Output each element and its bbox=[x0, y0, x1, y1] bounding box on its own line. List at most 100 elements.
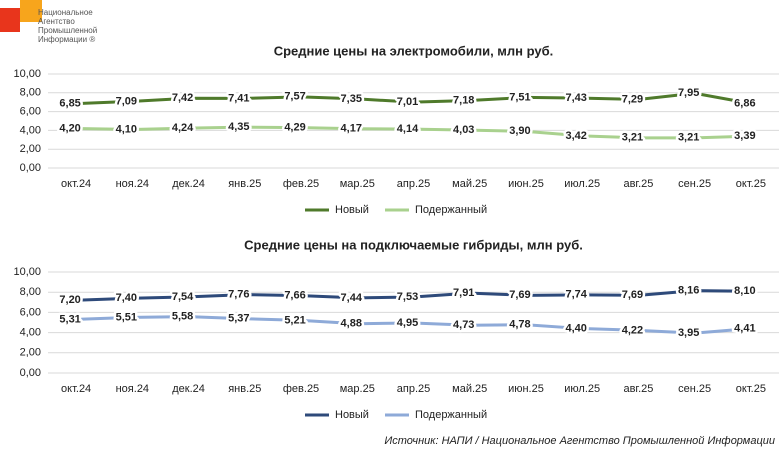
logo-abbr: НАПИ bbox=[2, 3, 19, 9]
data-label: 3,21 bbox=[622, 132, 643, 144]
data-label: 7,69 bbox=[622, 289, 643, 301]
data-label: 5,31 bbox=[59, 313, 80, 325]
data-label: 3,95 bbox=[678, 327, 699, 339]
logo-text: Национальное bbox=[38, 8, 93, 17]
data-label: 7,42 bbox=[172, 92, 193, 104]
data-label: 4,03 bbox=[453, 124, 474, 136]
x-tick-label: окт.25 bbox=[736, 178, 766, 190]
x-tick-label: май.25 bbox=[452, 383, 487, 395]
data-label: 7,51 bbox=[509, 91, 530, 103]
y-tick-label: 8,00 bbox=[20, 87, 41, 99]
x-tick-label: мар.25 bbox=[340, 178, 375, 190]
x-tick-label: ноя.24 bbox=[116, 178, 149, 190]
series-line bbox=[76, 289, 751, 302]
x-tick-label: мар.25 bbox=[340, 383, 375, 395]
data-label: 5,21 bbox=[284, 314, 305, 326]
data-label: 3,90 bbox=[509, 125, 530, 137]
data-label: 4,95 bbox=[397, 317, 418, 329]
data-label: 3,21 bbox=[678, 132, 699, 144]
x-tick-label: апр.25 bbox=[397, 178, 430, 190]
x-tick-label: авг.25 bbox=[623, 383, 653, 395]
x-tick-label: апр.25 bbox=[397, 383, 430, 395]
logo-text: Информации ® bbox=[38, 35, 95, 44]
y-tick-label: 2,00 bbox=[20, 143, 41, 155]
data-label: 7,41 bbox=[228, 92, 249, 104]
x-tick-label: июл.25 bbox=[564, 178, 600, 190]
x-tick-label: сен.25 bbox=[678, 178, 711, 190]
x-tick-label: фев.25 bbox=[283, 178, 319, 190]
x-tick-label: май.25 bbox=[452, 178, 487, 190]
x-tick-label: сен.25 bbox=[678, 383, 711, 395]
data-label: 4,10 bbox=[116, 123, 137, 135]
data-label: 7,66 bbox=[284, 290, 305, 302]
data-label: 7,57 bbox=[284, 91, 305, 103]
data-label: 7,20 bbox=[59, 294, 80, 306]
logo-block bbox=[20, 0, 42, 22]
y-tick-label: 6,00 bbox=[20, 306, 41, 318]
legend-label: Новый bbox=[335, 409, 369, 421]
data-label: 6,86 bbox=[734, 97, 755, 109]
series-line bbox=[76, 91, 752, 106]
legend-label: Подержанный bbox=[415, 204, 487, 216]
data-label: 6,85 bbox=[59, 98, 80, 110]
data-label: 4,35 bbox=[228, 121, 249, 133]
source: Источник: НАПИ / Национальное Агентство … bbox=[384, 435, 775, 447]
x-tick-label: авг.25 bbox=[623, 178, 653, 190]
data-label: 4,24 bbox=[172, 122, 194, 134]
y-tick-label: 8,00 bbox=[20, 286, 41, 298]
x-tick-label: июн.25 bbox=[508, 383, 544, 395]
x-tick-label: окт.25 bbox=[736, 383, 766, 395]
series-line bbox=[76, 315, 752, 335]
data-label: 7,69 bbox=[509, 289, 530, 301]
data-label: 7,09 bbox=[116, 95, 137, 107]
x-tick-label: июн.25 bbox=[508, 178, 544, 190]
data-label: 4,14 bbox=[397, 123, 419, 135]
data-label: 4,17 bbox=[341, 123, 362, 135]
data-label: 5,37 bbox=[228, 313, 249, 325]
data-label: 4,88 bbox=[341, 318, 362, 330]
data-label: 7,44 bbox=[341, 292, 363, 304]
legend-label: Подержанный bbox=[415, 409, 487, 421]
y-tick-label: 2,00 bbox=[20, 347, 41, 359]
data-label: 4,41 bbox=[734, 322, 755, 334]
x-tick-label: дек.24 bbox=[172, 383, 205, 395]
data-label: 7,54 bbox=[172, 291, 194, 303]
y-tick-label: 10,00 bbox=[13, 68, 41, 80]
y-tick-label: 6,00 bbox=[20, 106, 41, 118]
data-label: 4,20 bbox=[59, 122, 80, 134]
data-label: 7,35 bbox=[341, 93, 362, 105]
x-tick-label: окт.24 bbox=[61, 383, 91, 395]
x-tick-label: окт.24 bbox=[61, 178, 91, 190]
x-tick-label: янв.25 bbox=[228, 383, 261, 395]
data-label: 5,58 bbox=[172, 311, 193, 323]
x-tick-label: июл.25 bbox=[564, 383, 600, 395]
data-label: 3,39 bbox=[734, 130, 755, 142]
y-tick-label: 4,00 bbox=[20, 124, 41, 136]
data-label: 7,18 bbox=[453, 94, 474, 106]
data-label: 7,95 bbox=[678, 87, 699, 99]
data-label: 7,91 bbox=[453, 287, 474, 299]
data-label: 8,16 bbox=[678, 284, 699, 296]
series-line bbox=[76, 125, 751, 140]
data-label: 4,29 bbox=[284, 122, 305, 134]
y-tick-label: 0,00 bbox=[20, 162, 41, 174]
data-label: 5,51 bbox=[116, 311, 137, 323]
data-label: 4,40 bbox=[565, 322, 586, 334]
data-label: 8,10 bbox=[734, 285, 755, 297]
logo-block bbox=[0, 8, 20, 32]
x-tick-label: фев.25 bbox=[283, 383, 319, 395]
y-tick-label: 0,00 bbox=[20, 367, 41, 379]
x-tick-label: янв.25 bbox=[228, 178, 261, 190]
y-tick-label: 10,00 bbox=[13, 266, 41, 278]
data-label: 7,53 bbox=[397, 291, 418, 303]
data-label: 7,43 bbox=[565, 92, 586, 104]
data-label: 7,74 bbox=[565, 289, 587, 301]
data-label: 7,29 bbox=[622, 93, 643, 105]
data-label: 3,42 bbox=[565, 130, 586, 142]
legend-label: Новый bbox=[335, 204, 369, 216]
x-tick-label: ноя.24 bbox=[116, 383, 149, 395]
logo-text: Промышленной bbox=[38, 26, 97, 35]
chart-title: Средние цены на электромобили, млн руб. bbox=[274, 43, 554, 58]
data-label: 4,22 bbox=[622, 324, 643, 336]
